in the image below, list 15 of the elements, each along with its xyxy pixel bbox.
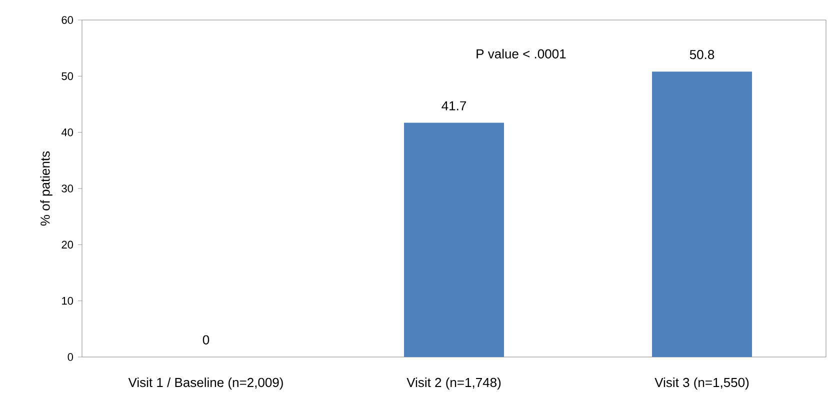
data-label: 0 — [202, 335, 210, 344]
y-tick-label: 0 — [68, 353, 74, 361]
y-tick-label: 60 — [62, 16, 74, 24]
y-tick-label: 20 — [62, 240, 74, 249]
y-tick-label: 40 — [61, 128, 74, 136]
data-label: 50.8 — [690, 50, 714, 60]
annotation: P value < .0001 — [476, 48, 566, 58]
data-label: 41.7 — [442, 101, 466, 110]
y-tick-label: 30 — [62, 184, 74, 192]
x-tick-label: Visit 3 (n=1,550) — [654, 378, 749, 390]
y-tick-label: 50 — [62, 72, 74, 80]
x-tick-label: Visit 1 / Baseline (n=2,009) — [128, 378, 283, 390]
y-axis-title: % of patients — [40, 151, 52, 226]
y-tick-label: 10 — [62, 296, 74, 305]
x-tick-label: Visit 2 (n=1,748) — [406, 378, 501, 390]
